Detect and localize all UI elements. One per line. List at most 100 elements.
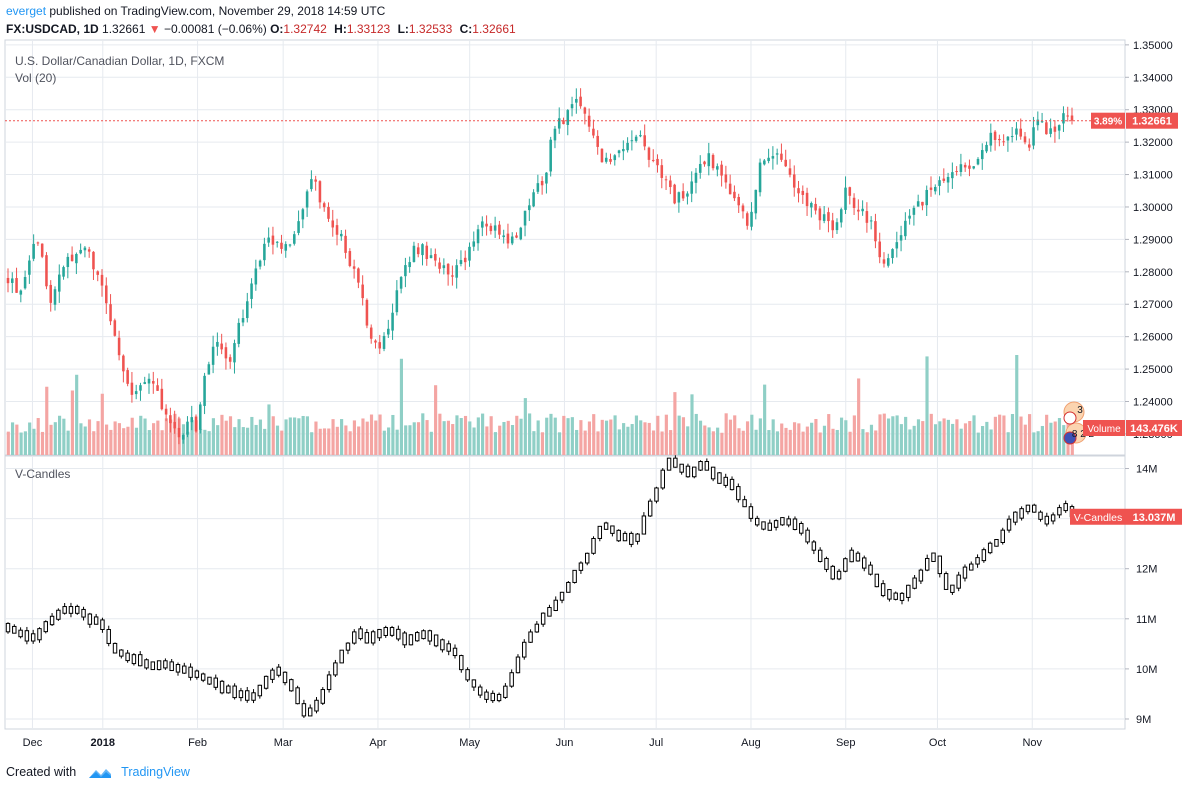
candle-body [878,241,881,258]
volume-bar [314,421,318,455]
volume-bar [763,384,767,455]
volume-bar [938,421,942,455]
vcandle-body [862,557,867,569]
volume-bar [780,423,784,455]
author-name[interactable]: everget [6,4,47,18]
vcandle-body [843,558,848,572]
volume-bar [673,392,677,455]
candle-body [669,180,672,188]
candle-body [23,276,27,289]
volume-bar [528,413,532,455]
candle-body [955,171,958,173]
tradingview-logo-icon[interactable] [88,766,112,780]
volume-badge: Volume 143.476K [1083,420,1182,436]
volume-bar [716,427,720,455]
vcandle-body [232,685,237,699]
candle-body [284,244,288,251]
candle-body [53,289,57,305]
volume-bar [327,428,331,455]
vcandle-body [207,676,212,685]
volume-bar [686,426,690,455]
vcandle-body [301,703,307,717]
candle-body [536,183,540,192]
candle-body [908,215,911,219]
volume-bar [703,425,707,455]
volume-bar [378,414,382,455]
pct-badge-text: 3.89% [1094,117,1122,128]
vcandle-body [509,672,514,687]
vcandle-body [219,680,225,694]
volume-bar [750,414,754,455]
volume-bar [929,413,933,455]
candle-body [519,227,523,240]
volume-bar [810,422,814,455]
candle-body [998,138,1001,141]
volume-bar [942,418,946,455]
candle-body [32,243,35,259]
vcandle-body [364,632,370,644]
candle-body [211,346,215,365]
volume-bar [575,429,579,455]
candle-body [70,254,74,262]
vcandle-body [515,656,521,674]
candle-body [805,192,809,207]
y-tick-label: 9M [1136,714,1151,726]
candle-body [237,322,241,344]
vcandle-body [282,671,288,684]
vcandle-body [780,517,785,526]
candle-body [49,284,53,303]
volume-bar [839,417,844,455]
symbol-name[interactable]: FX:USDCAD, 1D [6,22,99,36]
vcandle-body [137,654,143,667]
volume-bar [690,394,694,455]
event-markers[interactable]: 3 8 2 2 [1063,401,1095,445]
volume-bar [233,427,237,455]
volume-bar [58,415,62,455]
volume-bar [801,431,805,455]
candle-body [425,245,429,260]
candle-body [378,342,382,349]
volume-bar [1040,425,1044,455]
volume-bar [310,432,314,455]
volume-bar [1049,422,1053,455]
candle-body [532,192,535,207]
vcandle-body [1050,514,1056,522]
volume-bar [916,419,921,455]
volume-bar [754,429,758,455]
candle-body [331,220,335,228]
vcandle-body [18,629,23,638]
volume-bar [395,429,399,455]
volume-bar [946,419,950,455]
footer-brand-link[interactable]: TradingView [121,765,190,779]
volume-bar [904,416,908,455]
y-tick-label: 1.28000 [1133,267,1173,279]
volume-bar [592,414,596,455]
volume-bar [664,414,668,455]
candle-body [395,290,399,313]
volume-bar [87,419,92,455]
volume-bar [220,414,224,455]
volume-bar [1015,355,1019,455]
volume-bar [305,416,309,455]
volume-bar [391,414,395,455]
volume-bar [100,393,104,455]
vcandle-body [270,669,275,680]
vcandle-body [24,630,30,642]
vcandle-body [1025,504,1031,513]
x-tick-label: Jul [649,737,663,749]
y-tick-label: 1.32000 [1133,137,1173,149]
vcandle-body [188,666,193,678]
down-arrow-icon: ▼ [148,22,161,36]
volume-bar [711,431,715,455]
volume-bar [442,421,446,455]
close-value: 1.32661 [472,22,516,36]
volume-bar [758,418,762,455]
candle-body [134,391,138,395]
vcandle-body [786,518,791,526]
volume-bar [455,415,459,455]
vcandle-body [610,525,615,534]
candle-body [92,251,95,270]
candle-body [767,157,770,162]
volume-bar [814,419,818,455]
